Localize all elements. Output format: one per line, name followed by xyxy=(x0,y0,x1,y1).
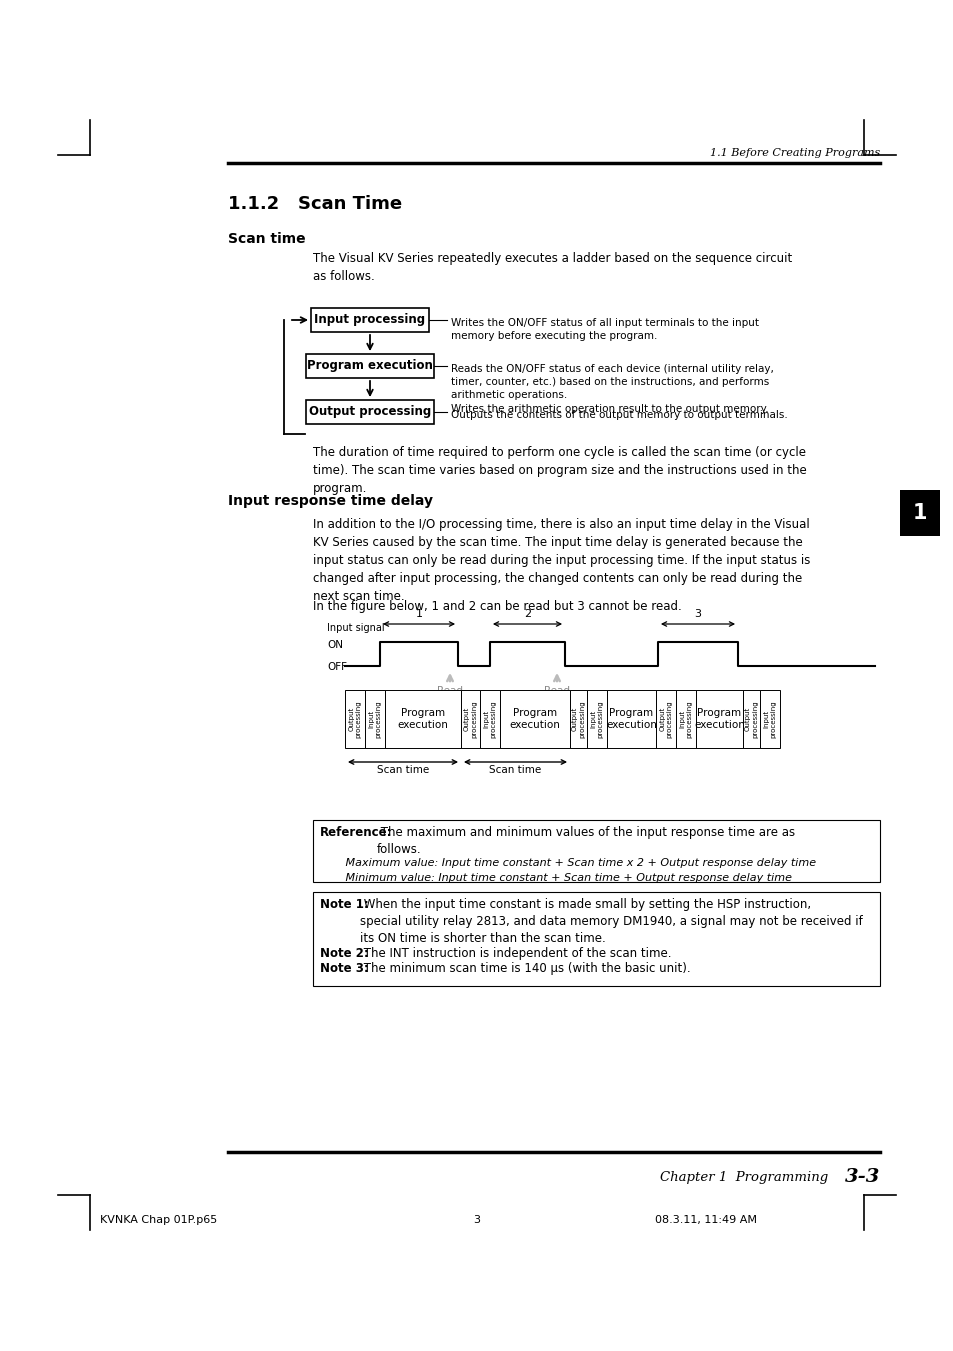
Text: Scan time: Scan time xyxy=(228,232,305,246)
Bar xyxy=(742,690,760,748)
Text: The INT instruction is independent of the scan time.: The INT instruction is independent of th… xyxy=(359,947,671,961)
Text: Reference:: Reference: xyxy=(319,825,392,839)
Text: 08.3.11, 11:49 AM: 08.3.11, 11:49 AM xyxy=(655,1215,757,1225)
Text: Read: Read xyxy=(436,686,462,696)
Text: Output
processing: Output processing xyxy=(744,700,758,738)
Text: Output processing: Output processing xyxy=(309,405,431,419)
Text: Program
execution: Program execution xyxy=(397,708,448,730)
Text: Writes the ON/OFF status of all input terminals to the input
memory before execu: Writes the ON/OFF status of all input te… xyxy=(451,317,759,342)
Text: Program
execution: Program execution xyxy=(605,708,657,730)
Text: Output
processing: Output processing xyxy=(659,700,672,738)
Text: ON: ON xyxy=(327,640,343,650)
Text: Input processing: Input processing xyxy=(314,313,425,327)
Text: Output
processing: Output processing xyxy=(463,700,476,738)
Text: 3: 3 xyxy=(473,1215,480,1225)
Bar xyxy=(311,308,429,332)
Text: Minimum value: Input time constant + Scan time + Output response delay time: Minimum value: Input time constant + Sca… xyxy=(335,873,791,884)
Bar xyxy=(696,690,742,748)
Bar xyxy=(656,690,676,748)
Bar xyxy=(676,690,696,748)
Text: OFF: OFF xyxy=(327,662,347,671)
Bar xyxy=(306,400,434,424)
Text: Output
processing: Output processing xyxy=(348,700,361,738)
Text: Read: Read xyxy=(543,686,569,696)
Text: Program
execution: Program execution xyxy=(509,708,559,730)
Bar xyxy=(365,690,385,748)
Text: The maximum and minimum values of the input response time are as
follows.: The maximum and minimum values of the in… xyxy=(376,825,794,857)
Text: Input
processing: Input processing xyxy=(483,700,496,738)
Text: Program execution: Program execution xyxy=(307,359,433,373)
Bar xyxy=(760,690,780,748)
Text: Input
processing: Input processing xyxy=(762,700,776,738)
Text: In the figure below, 1 and 2 can be read but 3 cannot be read.: In the figure below, 1 and 2 can be read… xyxy=(313,600,681,613)
Text: Output
processing: Output processing xyxy=(572,700,584,738)
Text: Input
processing: Input processing xyxy=(679,700,692,738)
Text: Reads the ON/OFF status of each device (internal utility relay,
timer, counter, : Reads the ON/OFF status of each device (… xyxy=(451,363,773,413)
Text: Input response time delay: Input response time delay xyxy=(228,494,433,508)
Text: In addition to the I/O processing time, there is also an input time delay in the: In addition to the I/O processing time, … xyxy=(313,517,809,603)
Bar xyxy=(899,490,939,536)
Text: Program
execution: Program execution xyxy=(694,708,744,730)
Bar xyxy=(385,690,460,748)
Bar xyxy=(460,690,479,748)
Text: The duration of time required to perform one cycle is called the scan time (or c: The duration of time required to perform… xyxy=(313,446,806,494)
Bar xyxy=(306,354,434,378)
Text: Input
processing: Input processing xyxy=(590,700,603,738)
Text: 1: 1 xyxy=(912,503,926,523)
Text: Maximum value: Input time constant + Scan time x 2 + Output response delay time: Maximum value: Input time constant + Sca… xyxy=(335,858,815,867)
Text: Scan time: Scan time xyxy=(376,765,429,775)
Text: 1: 1 xyxy=(416,609,422,619)
Text: Scan time: Scan time xyxy=(489,765,541,775)
Text: 3: 3 xyxy=(694,609,700,619)
Bar xyxy=(313,892,879,986)
Bar xyxy=(499,690,569,748)
Text: The minimum scan time is 140 μs (with the basic unit).: The minimum scan time is 140 μs (with th… xyxy=(359,962,690,975)
Bar xyxy=(313,820,879,882)
Text: Chapter 1  Programming: Chapter 1 Programming xyxy=(659,1171,827,1183)
Text: Note 1:: Note 1: xyxy=(319,898,369,911)
Text: Note 2:: Note 2: xyxy=(319,947,369,961)
Text: The Visual KV Series repeatedly executes a ladder based on the sequence circuit
: The Visual KV Series repeatedly executes… xyxy=(313,253,791,282)
Text: Input
processing: Input processing xyxy=(368,700,381,738)
Bar xyxy=(345,690,365,748)
Text: Outputs the contents of the output memory to output terminals.: Outputs the contents of the output memor… xyxy=(451,409,787,420)
Text: Note 3:: Note 3: xyxy=(319,962,369,975)
Text: 3-3: 3-3 xyxy=(843,1169,879,1186)
Bar xyxy=(606,690,656,748)
Text: KVNKA Chap 01P.p65: KVNKA Chap 01P.p65 xyxy=(100,1215,217,1225)
Text: 1.1.2   Scan Time: 1.1.2 Scan Time xyxy=(228,195,402,213)
Text: 2: 2 xyxy=(523,609,531,619)
Text: Input signal: Input signal xyxy=(327,623,384,634)
Bar xyxy=(479,690,499,748)
Bar xyxy=(569,690,586,748)
Text: 1.1 Before Creating Programs: 1.1 Before Creating Programs xyxy=(709,149,879,158)
Bar xyxy=(586,690,606,748)
Text: When the input time constant is made small by setting the HSP instruction,
speci: When the input time constant is made sma… xyxy=(359,898,862,944)
